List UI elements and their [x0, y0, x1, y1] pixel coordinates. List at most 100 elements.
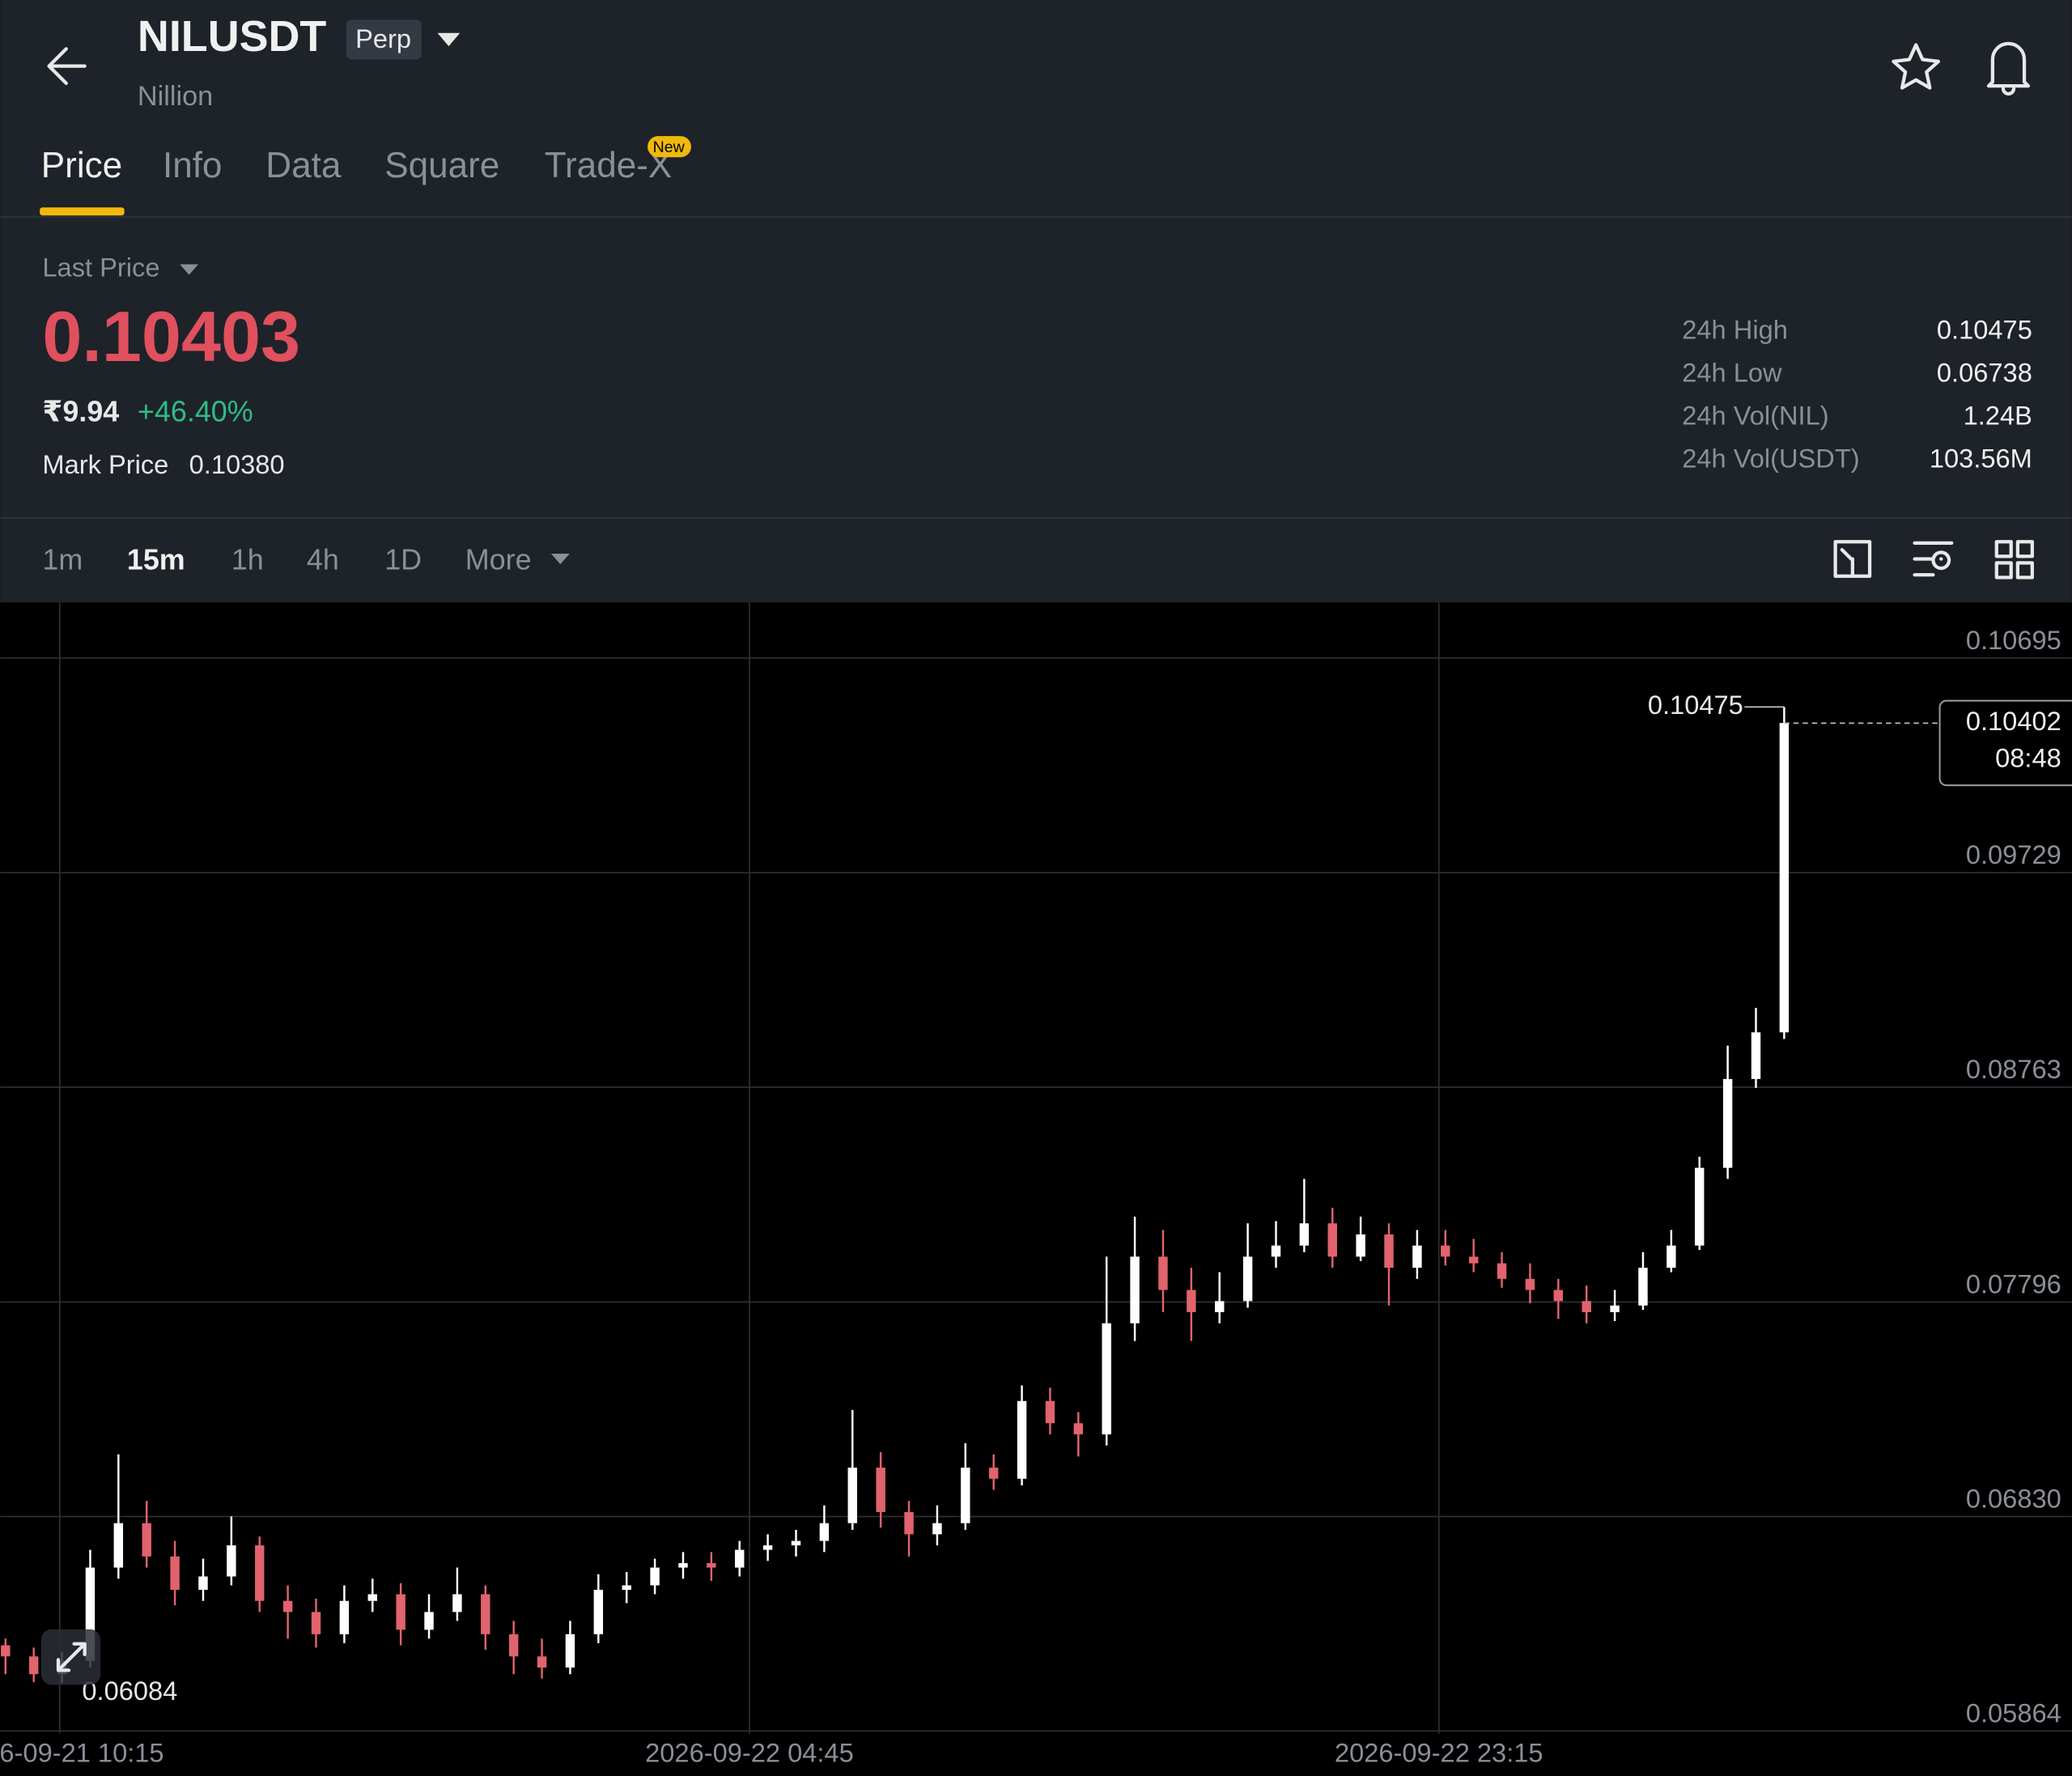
- candle-body: [396, 1594, 405, 1630]
- interval[interactable]: 1h: [231, 542, 264, 576]
- interval[interactable]: 4h: [307, 542, 339, 576]
- tab[interactable]: Info: [163, 146, 222, 185]
- fullscreen-tool[interactable]: [1833, 540, 1872, 578]
- new-badge-bg: [648, 136, 691, 158]
- candle-body: [1242, 1256, 1253, 1302]
- candle-body: [367, 1594, 377, 1601]
- tab[interactable]: Square: [384, 146, 499, 185]
- candle-body: [988, 1468, 999, 1479]
- interval[interactable]: More: [465, 542, 532, 576]
- candle-body: [1582, 1301, 1591, 1313]
- candle-body: [424, 1612, 434, 1630]
- candle-body: [1299, 1223, 1310, 1246]
- tab[interactable]: Data: [265, 146, 342, 185]
- candle-body: [1412, 1245, 1422, 1268]
- candle-body: [1102, 1323, 1111, 1434]
- y-tick-label: 0.08763: [1966, 1054, 2061, 1084]
- y-tick-label: 0.07796: [1966, 1268, 2061, 1298]
- candle-body: [1779, 723, 1790, 1033]
- candle-body: [707, 1563, 716, 1568]
- dropdown[interactable]: [437, 32, 461, 47]
- candle-body: [622, 1585, 631, 1590]
- candle-body: [650, 1567, 660, 1586]
- mark-price-label: Mark Price: [42, 449, 168, 479]
- alert-button[interactable]: [1986, 41, 2031, 96]
- chart-bg: [0, 602, 2072, 1776]
- candle-body: [1497, 1263, 1507, 1279]
- candle-body: [28, 1656, 39, 1675]
- candle-body: [481, 1594, 490, 1634]
- stat-label: 24h Vol(NIL): [1682, 400, 1828, 430]
- candle-body: [452, 1594, 462, 1612]
- candle-body: [1, 1645, 11, 1657]
- candle-body: [1130, 1256, 1140, 1324]
- candle-body: [1158, 1256, 1168, 1290]
- candle-body: [1271, 1245, 1281, 1257]
- interval[interactable]: 15m: [127, 542, 185, 576]
- stat-value: 103.56M: [1930, 444, 2032, 474]
- candle-body: [1045, 1400, 1055, 1424]
- candle-body: [85, 1567, 96, 1661]
- candle-body: [904, 1511, 914, 1535]
- interval[interactable]: 1D: [384, 542, 422, 576]
- local-price: ₹9.94: [42, 394, 119, 427]
- candle-body: [1017, 1400, 1027, 1479]
- last-price-label: Last Price: [42, 253, 159, 283]
- expand-icon: [56, 1642, 87, 1672]
- stat-value: 0.10475: [1937, 314, 2032, 344]
- candle-body: [537, 1656, 547, 1668]
- stat-label: 24h Low: [1682, 357, 1782, 387]
- candle-body: [1187, 1290, 1196, 1313]
- candle-body: [1525, 1278, 1535, 1290]
- candle-body: [932, 1523, 942, 1535]
- max-label: 0.10475: [1648, 690, 1743, 720]
- candle-body: [847, 1468, 857, 1523]
- candle-body: [735, 1549, 745, 1568]
- y-tick-label: 0.10695: [1966, 625, 2061, 655]
- header-bg: [0, 0, 2072, 603]
- x-tick-label: 2026-09-21 10:15: [0, 1738, 164, 1768]
- x-tick-label: 2026-09-22 04:45: [645, 1738, 854, 1768]
- candle-body: [1695, 1167, 1705, 1246]
- countdown: 08:48: [1995, 743, 2061, 773]
- back-button[interactable]: [47, 47, 87, 85]
- last-price-box: [1938, 699, 2072, 787]
- candle-body: [678, 1563, 688, 1568]
- last-price: 0.10403: [42, 296, 300, 376]
- badge: Perp: [355, 23, 411, 53]
- toolbar: [1833, 540, 2034, 580]
- stat-label: 24h Vol(USDT): [1682, 444, 1859, 474]
- candle-body: [282, 1600, 293, 1612]
- stat-value: 1.24B: [1964, 400, 2032, 430]
- candle-body: [1384, 1234, 1394, 1268]
- candle-body: [1356, 1234, 1365, 1257]
- coin-name: Nillion: [138, 81, 213, 112]
- candle-body: [876, 1468, 885, 1512]
- dropdown[interactable]: [180, 264, 199, 275]
- x-tick-label: 2026-09-22 23:15: [1335, 1738, 1543, 1768]
- candle-body: [142, 1523, 151, 1557]
- interval[interactable]: 1m: [42, 542, 83, 576]
- candle-body: [1553, 1290, 1564, 1302]
- badge-bg: [346, 19, 422, 60]
- candle-body: [508, 1634, 519, 1657]
- candle-body: [1667, 1245, 1676, 1268]
- new-badge: New: [653, 138, 686, 156]
- candle-body: [593, 1589, 604, 1634]
- candle-body: [1073, 1423, 1084, 1434]
- candle-body: [1327, 1223, 1337, 1257]
- candle-body: [762, 1545, 773, 1550]
- change: +46.40%: [138, 394, 253, 427]
- candle-body: [1722, 1078, 1733, 1168]
- layout-tool[interactable]: [1994, 540, 2034, 580]
- tab[interactable]: Price: [41, 146, 122, 185]
- dropdown[interactable]: [550, 553, 570, 565]
- settings-tool[interactable]: [1913, 541, 1954, 577]
- candle-body: [339, 1600, 350, 1634]
- y-tick-label: 0.09729: [1966, 839, 2061, 869]
- candle-body: [1468, 1256, 1479, 1264]
- candle-body: [311, 1612, 321, 1634]
- candle-body: [565, 1634, 575, 1668]
- favorite-button[interactable]: [1892, 43, 1941, 90]
- tab-indicator: [40, 207, 125, 216]
